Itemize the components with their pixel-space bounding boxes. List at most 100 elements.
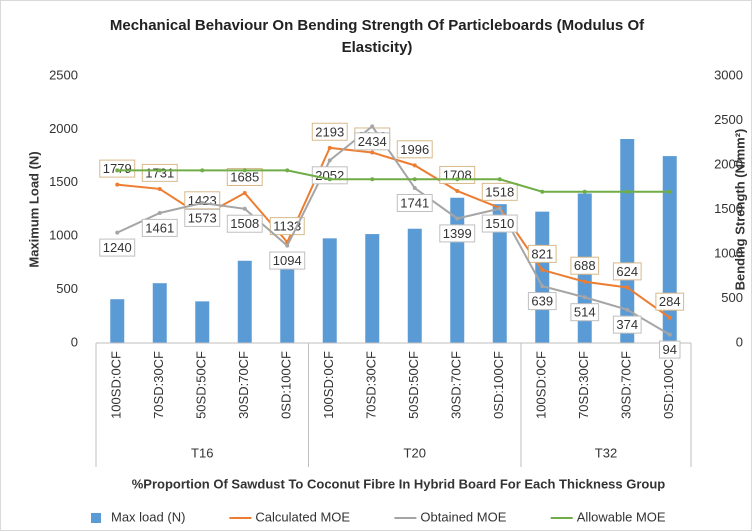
bar [365, 234, 380, 343]
line-series [116, 124, 671, 336]
data-label-box [269, 251, 306, 270]
point [157, 168, 162, 173]
y2-tick-label: 2000 [714, 156, 743, 171]
data-label-box [396, 140, 433, 159]
point [625, 189, 630, 194]
y2-tick-label: 2500 [714, 112, 743, 127]
bar [620, 139, 635, 343]
point [412, 177, 417, 182]
bar [280, 255, 295, 343]
x-tick-label: 30SD:70CF [619, 351, 634, 419]
y-tick-label: 1000 [49, 228, 78, 243]
data-label-box [141, 163, 178, 182]
data-label: 1461 [145, 220, 174, 235]
point [667, 189, 672, 194]
data-label-box [99, 238, 136, 257]
data-label: 624 [616, 264, 638, 279]
legend-swatch [91, 513, 101, 523]
group-label: T20 [404, 445, 426, 460]
point [370, 150, 375, 155]
point [327, 145, 332, 150]
x-tick-label: 70SD:30CF [151, 351, 166, 419]
point [285, 243, 290, 248]
point [497, 206, 502, 211]
point [157, 210, 162, 215]
data-label: 1685 [230, 169, 259, 184]
data-label: 1573 [188, 210, 217, 225]
bar [110, 299, 125, 343]
point [327, 177, 332, 182]
x-tick-label: 30SD:70CF [449, 351, 464, 419]
point [455, 188, 460, 193]
data-label: 1996 [400, 142, 429, 157]
data-label-box [655, 292, 685, 311]
point [582, 189, 587, 194]
data-label: 639 [531, 294, 553, 309]
data-label-box [226, 214, 263, 233]
point [455, 216, 460, 221]
legend-label: Allowable MOE [577, 509, 666, 524]
data-label: 2434 [358, 134, 387, 149]
point [157, 186, 162, 191]
data-label-box [527, 292, 557, 311]
y-tick-label: 0 [71, 334, 78, 349]
data-label: 1094 [273, 253, 302, 268]
data-label-box [396, 193, 433, 212]
point [242, 168, 247, 173]
data-label-box [439, 224, 476, 243]
legend-label: Max load (N) [111, 509, 185, 524]
data-label-box [184, 208, 221, 227]
legend-label: Obtained MOE [420, 509, 506, 524]
data-label: 688 [574, 258, 596, 273]
point [285, 168, 290, 173]
point [497, 177, 502, 182]
point [370, 177, 375, 182]
x-tick-label: 70SD:30CF [576, 351, 591, 419]
data-label-box [612, 315, 642, 334]
y2-tick-label: 0 [736, 334, 743, 349]
point [412, 186, 417, 191]
point [412, 163, 417, 168]
data-label-box [481, 214, 518, 233]
x-tick-label: 70SD:30CF [364, 351, 379, 419]
x-tick-label: 0SD:100CF [661, 351, 676, 419]
y2-axis-title: Bending Strength (N/mm²) [732, 129, 747, 291]
chart-title: Mechanical Behaviour On Bending Strength… [109, 17, 645, 56]
data-label: 1508 [230, 216, 259, 231]
data-label-box [527, 244, 557, 263]
line-series [117, 169, 670, 193]
y2-tick-label: 1500 [714, 201, 743, 216]
data-label-box [141, 218, 178, 237]
y-tick-label: 2500 [49, 67, 78, 82]
data-label: 1518 [485, 184, 514, 199]
data-label: 1741 [400, 195, 429, 210]
data-label-box [481, 182, 518, 201]
data-label: 374 [616, 317, 638, 332]
point [242, 191, 247, 196]
point [582, 295, 587, 300]
point [625, 285, 630, 290]
bar [322, 238, 337, 343]
x-tick-label: 50SD:50CF [194, 351, 209, 419]
point [200, 168, 205, 173]
point [667, 315, 672, 320]
x-tick-label: 100SD:0CF [109, 351, 124, 419]
point [115, 230, 120, 235]
point [327, 158, 332, 163]
data-label: 1731 [145, 165, 174, 180]
data-label: 1399 [443, 226, 472, 241]
data-label: 514 [574, 305, 596, 320]
y-tick-label: 500 [56, 281, 78, 296]
x-tick-label: 100SD:0CF [534, 351, 549, 419]
point [115, 182, 120, 187]
point [667, 332, 672, 337]
data-label-box [570, 303, 600, 322]
point [115, 168, 120, 173]
y-axis-title: Maximum Load (N) [26, 151, 41, 267]
x-tick-label: 0SD:100CF [279, 351, 294, 419]
data-label: 1510 [485, 216, 514, 231]
data-label-box [570, 256, 600, 275]
point [242, 206, 247, 211]
group-label: T16 [191, 445, 213, 460]
